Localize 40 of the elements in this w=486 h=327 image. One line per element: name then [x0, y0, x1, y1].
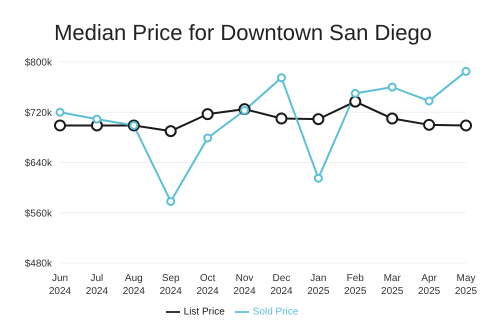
y-tick-label: $720k	[24, 108, 53, 119]
x-tick-label: Jan 2025	[307, 273, 330, 297]
x-tick-label: Jun 2024	[48, 273, 72, 297]
point	[350, 88, 360, 98]
x-tick-label: Nov 2024	[233, 273, 256, 297]
point	[388, 82, 397, 92]
x-tick-label: Feb 2025	[344, 273, 367, 297]
point	[349, 96, 362, 108]
point	[202, 108, 214, 120]
x-tick-label: Dec 2024	[270, 273, 294, 297]
point	[386, 112, 398, 125]
point	[424, 96, 434, 106]
y-tick-label: $560k	[24, 208, 53, 220]
point	[54, 119, 66, 132]
x-tick-label: Aug 2024	[122, 273, 146, 297]
point	[423, 118, 436, 131]
point	[312, 113, 324, 126]
point	[460, 119, 472, 132]
point	[164, 125, 177, 138]
point	[92, 114, 102, 124]
x-tick-label: Mar 2025	[381, 273, 404, 297]
point	[276, 73, 286, 82]
x-tick-label: Sep 2024	[160, 273, 182, 297]
point	[56, 108, 64, 117]
chart-title: Median Price for Downtown San Diego	[53, 19, 433, 47]
point	[203, 134, 212, 143]
x-tick-label: Jul 2024	[86, 273, 108, 297]
point	[275, 112, 288, 125]
x-tick-label: May 2025	[454, 273, 478, 297]
y-tick-label: $800k	[24, 58, 53, 69]
legend-label: Sold Price	[252, 306, 298, 318]
x-tick-label: Oct 2024	[196, 273, 220, 297]
point	[462, 66, 470, 76]
point	[240, 106, 250, 115]
y-tick-label: $480k	[24, 258, 53, 270]
point	[166, 196, 176, 206]
legend-label: List Price	[184, 306, 225, 318]
point	[314, 174, 323, 183]
y-tick-label: $640k	[24, 158, 53, 170]
x-tick-label: Apr 2025	[418, 273, 441, 297]
